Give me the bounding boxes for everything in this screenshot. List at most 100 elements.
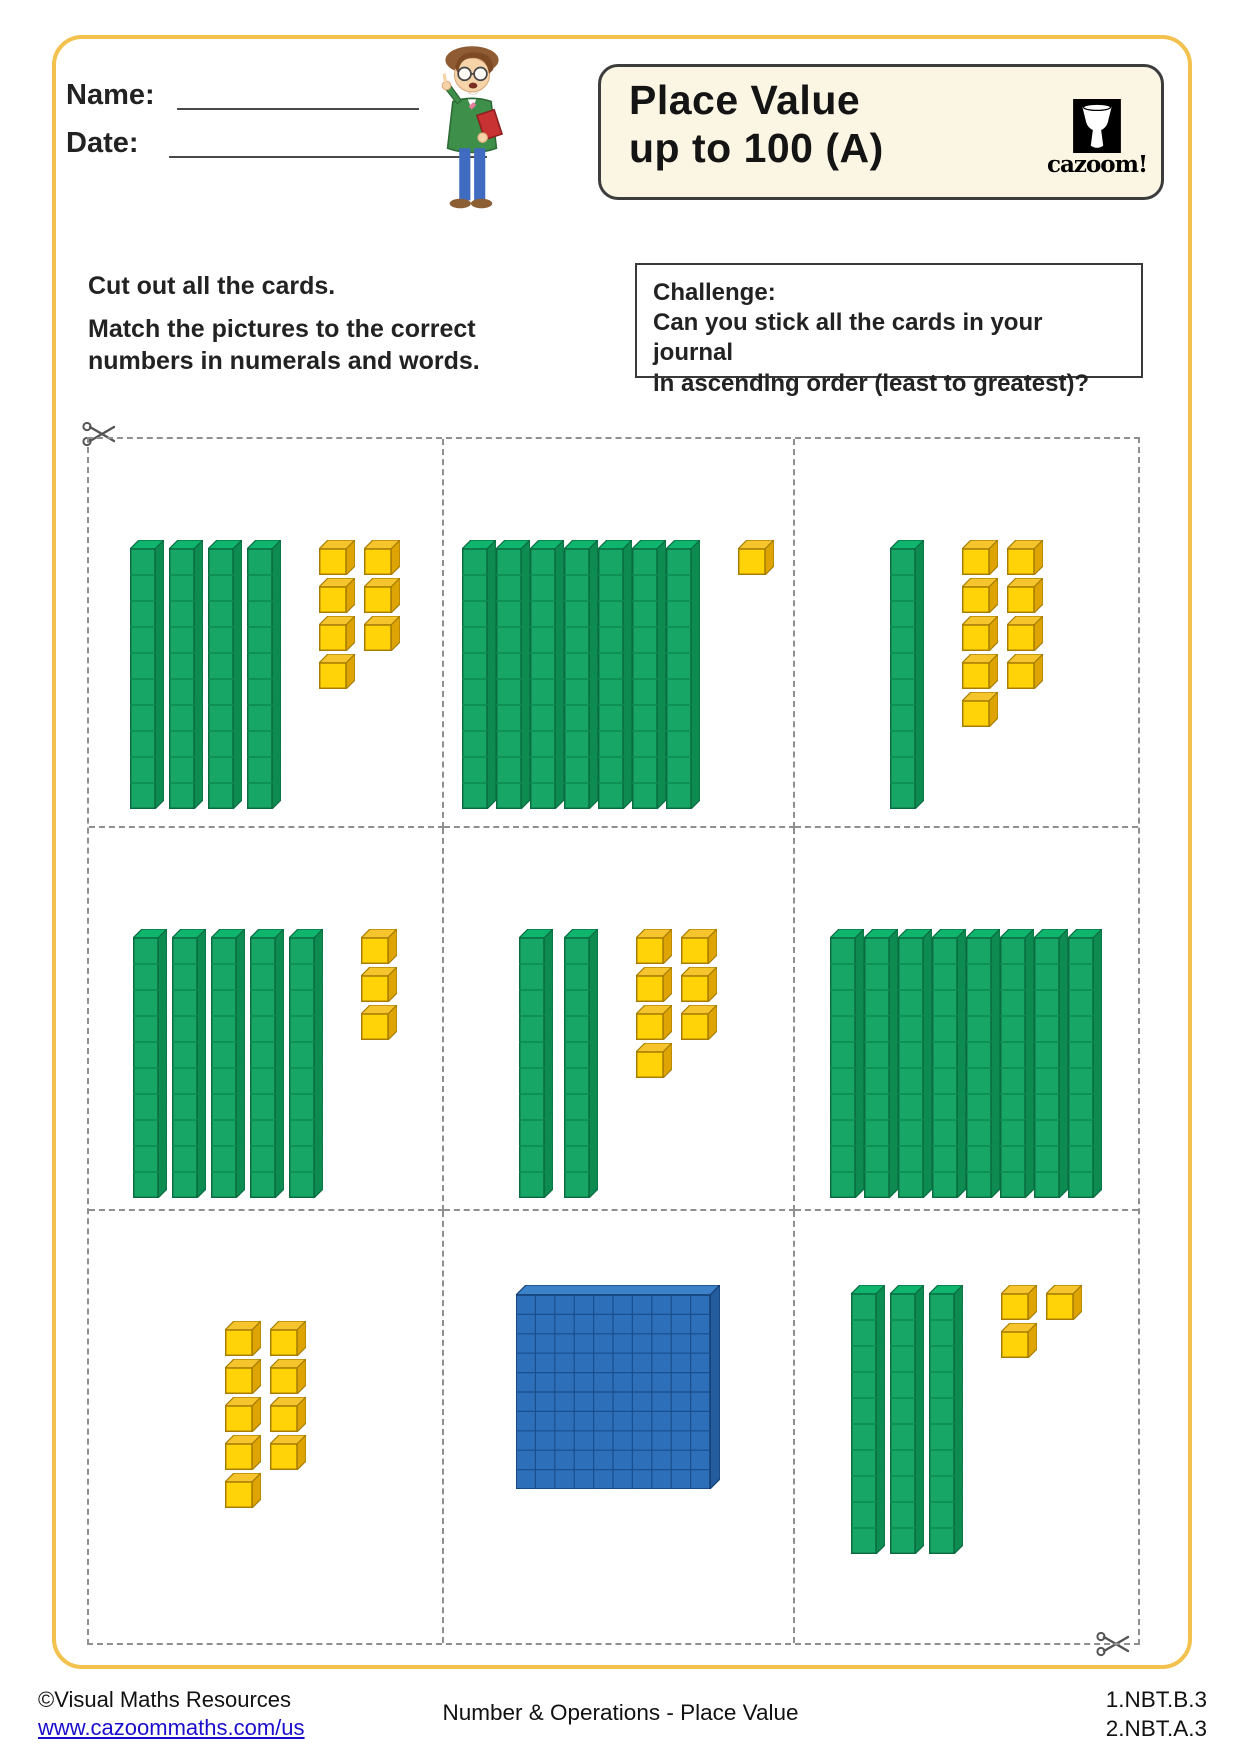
one-cube xyxy=(636,1005,673,1041)
one-cube xyxy=(961,578,998,613)
ten-rod xyxy=(1000,929,1035,1199)
standard-code: 2.NBT.A.3 xyxy=(1105,1715,1207,1741)
teacher-cartoon-icon xyxy=(441,46,504,209)
hundred-flat xyxy=(516,1285,721,1490)
teacher-illustration xyxy=(426,42,518,217)
one-cube xyxy=(269,1397,306,1433)
ten-rod xyxy=(247,540,282,809)
one-cube xyxy=(1000,1323,1037,1359)
ten-rod xyxy=(666,540,701,809)
base-ten-blocks xyxy=(850,1285,1082,1555)
tens-rods-group xyxy=(519,929,599,1199)
copyright-text: ©Visual Maths Resources xyxy=(38,1687,292,1712)
ten-rod xyxy=(211,929,246,1199)
ten-rod xyxy=(889,1285,924,1555)
base-ten-blocks xyxy=(224,1321,306,1509)
tens-rods-group xyxy=(830,929,1103,1199)
ten-rod xyxy=(208,540,243,809)
cazoom-drum-icon xyxy=(1073,99,1121,153)
one-cube xyxy=(961,540,998,575)
ten-rod xyxy=(496,540,531,809)
one-cube xyxy=(269,1321,306,1357)
base-ten-blocks xyxy=(516,1285,721,1490)
cube-column xyxy=(636,929,673,1079)
ten-rod xyxy=(462,540,497,809)
one-cube xyxy=(1006,540,1043,575)
one-cube xyxy=(319,654,356,689)
cube-column xyxy=(1045,1285,1082,1321)
place-value-card xyxy=(444,1211,795,1643)
base-ten-blocks xyxy=(462,540,775,809)
one-cube xyxy=(1006,578,1043,613)
one-cube xyxy=(224,1359,261,1395)
one-cube xyxy=(364,616,401,651)
one-cube xyxy=(361,1005,398,1041)
cazoom-logo: cazoom! xyxy=(1047,99,1148,177)
cube-column xyxy=(224,1321,261,1509)
ten-rod xyxy=(530,540,565,809)
ones-cubes-group xyxy=(224,1321,306,1509)
base-ten-blocks xyxy=(889,540,1043,809)
cube-column xyxy=(738,540,775,575)
one-cube xyxy=(1045,1285,1082,1321)
ten-rod xyxy=(564,540,599,809)
footer-topic: Number & Operations - Place Value xyxy=(442,1700,799,1725)
ten-rod xyxy=(133,929,168,1199)
one-cube xyxy=(1006,616,1043,651)
place-value-card xyxy=(795,1211,1138,1643)
ten-rod xyxy=(898,929,933,1199)
place-value-card xyxy=(89,439,444,829)
ten-rod xyxy=(632,540,667,809)
one-cube xyxy=(269,1435,306,1471)
base-ten-blocks xyxy=(133,929,398,1199)
ten-rod xyxy=(864,929,899,1199)
ten-rod xyxy=(932,929,967,1199)
place-value-card xyxy=(89,1211,444,1643)
name-label: Name: xyxy=(66,79,155,111)
name-write-line xyxy=(176,78,419,110)
one-cube xyxy=(224,1435,261,1471)
place-value-card xyxy=(794,439,1138,829)
ten-rod xyxy=(519,929,554,1199)
one-cube xyxy=(636,967,673,1003)
one-cube xyxy=(319,540,356,575)
scissors-icon xyxy=(82,421,116,447)
cut-out-card-grid xyxy=(87,437,1140,1645)
ten-rod xyxy=(1068,929,1103,1199)
date-label: Date: xyxy=(66,127,139,159)
tens-rods-group xyxy=(462,540,701,809)
one-cube xyxy=(681,929,718,965)
ones-cubes-group xyxy=(319,540,401,689)
tens-rods-group xyxy=(850,1285,963,1555)
one-cube xyxy=(681,1005,718,1041)
ten-rod xyxy=(564,929,599,1199)
one-cube xyxy=(224,1473,261,1509)
footer-left: ©Visual Maths Resources www.cazoommaths.… xyxy=(38,1686,305,1742)
ten-rod xyxy=(172,929,207,1199)
one-cube xyxy=(364,540,401,575)
one-cube xyxy=(961,654,998,689)
one-cube xyxy=(636,929,673,965)
place-value-card xyxy=(89,828,444,1212)
cube-column xyxy=(681,929,718,1041)
ones-cubes-group xyxy=(1000,1285,1082,1359)
cube-column xyxy=(269,1321,306,1471)
cube-column xyxy=(319,540,356,689)
one-cube xyxy=(319,578,356,613)
one-cube xyxy=(361,967,398,1003)
title-box: Place Value up to 100 (A) cazoom! xyxy=(598,64,1164,200)
one-cube xyxy=(1000,1285,1037,1321)
footer-standards: 1.NBT.B.3 2.NBT.A.3 xyxy=(1106,1686,1207,1744)
cazoommaths-link[interactable]: www.cazoommaths.com/us xyxy=(38,1715,305,1741)
ten-rod xyxy=(598,540,633,809)
ten-rod xyxy=(289,929,324,1199)
cube-column xyxy=(1000,1285,1037,1359)
challenge-box: Challenge: Can you stick all the cards i… xyxy=(635,263,1143,397)
tens-rods-group xyxy=(133,929,324,1199)
ten-rod xyxy=(130,540,165,809)
page-title: Place Value up to 100 (A) xyxy=(629,77,884,171)
ten-rod xyxy=(966,929,1001,1199)
cube-column xyxy=(1006,540,1043,689)
instruction-line: Cut out all the cards. xyxy=(88,272,336,300)
ten-rod xyxy=(169,540,204,809)
